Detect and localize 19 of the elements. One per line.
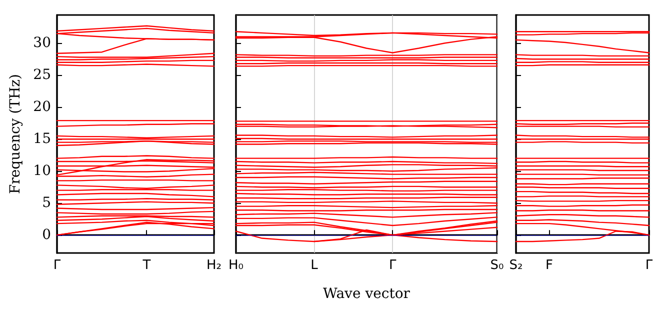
y-axis-title: Frequency (THz)	[7, 74, 24, 194]
y-tick-label: 25	[33, 67, 51, 84]
x-axis-title: Wave vector	[323, 286, 410, 302]
x-tick-label: Γ	[645, 258, 654, 273]
y-tick-label: 15	[33, 131, 51, 148]
x-tick-label: L	[310, 258, 319, 273]
x-tick-label: T	[142, 258, 151, 273]
x-tick-label: S₂	[509, 258, 523, 273]
y-tick-label: 10	[33, 163, 51, 180]
x-tick-label: S₀	[490, 258, 504, 273]
x-tick-label: F	[546, 258, 553, 273]
y-tick-label: 5	[42, 195, 51, 212]
y-tick-label: 0	[42, 227, 51, 244]
x-tick-label: Γ	[53, 258, 62, 273]
y-tick-label: 20	[33, 99, 51, 116]
x-tick-label: H₀	[228, 258, 244, 273]
x-tick-label: H₂	[206, 258, 222, 273]
x-tick-label: Γ	[388, 258, 397, 273]
y-tick-label: 30	[33, 35, 51, 52]
